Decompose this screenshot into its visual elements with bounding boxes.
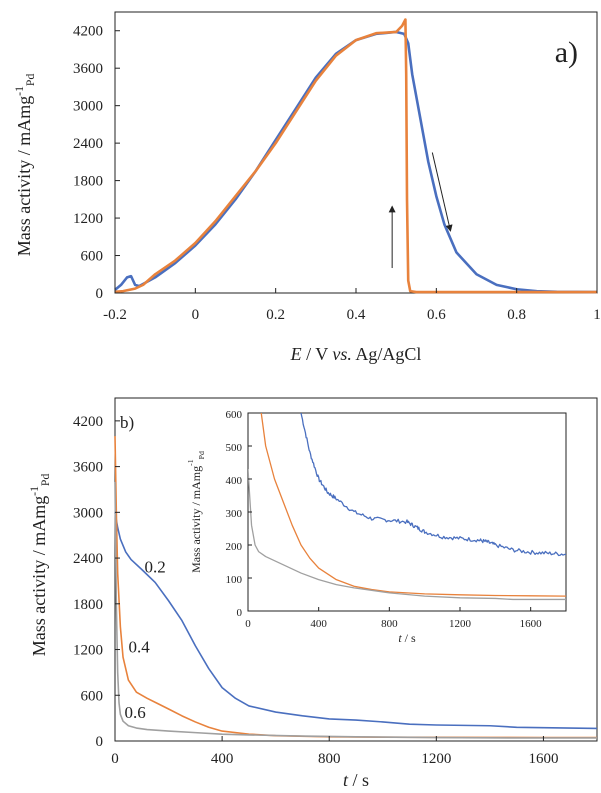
a-y-axis-title: Mass activity / mAmg-1Pd: [13, 74, 37, 257]
a-y-tick-label: 600: [81, 249, 104, 265]
a-y-tick-label: 2400: [73, 136, 103, 152]
b-y-tick-label: 3000: [73, 505, 103, 521]
b-x-tick-label: 0: [111, 751, 119, 767]
a-y-tick-label: 0: [96, 286, 104, 302]
a-x-tick-label: 0: [192, 307, 200, 323]
a-panel-label: a): [555, 36, 578, 69]
b-curve-label: 0.2: [145, 558, 166, 577]
inset-series-0.4-line: [260, 413, 566, 597]
inset-plot-frame: [247, 412, 567, 612]
b-x-tick-label: 400: [211, 751, 234, 767]
a-y-tick-label: 1800: [73, 174, 103, 190]
a-x-tick-label: 0.6: [427, 307, 446, 323]
chart-panel-a: -0.2 0 0.2 0.4 0.6 0.8 1 0 600 1200 1800 2400 3000 36…: [13, 11, 601, 364]
inset-x-tick-label: 1600: [520, 618, 543, 630]
inset-x-tick-label: 800: [381, 618, 398, 630]
a-y-tick-label: 3000: [73, 99, 103, 115]
a-y-tick-label: 1200: [73, 211, 103, 227]
a-y-tick-label: 4200: [73, 24, 103, 40]
b-curve-label: 0.4: [128, 638, 150, 657]
inset-y-tick-label: 0: [237, 607, 243, 619]
inset-x-tick-label: 400: [310, 618, 327, 630]
a-series-forward-line: [114, 30, 598, 294]
a-x-tick-label: 0.8: [507, 307, 526, 323]
b-series-0.2-line: [114, 512, 598, 730]
a-x-tick-label: 1: [593, 307, 601, 323]
b-curve-label: 0.6: [124, 703, 145, 722]
b-plot-frame: [114, 397, 598, 742]
b-panel-label: b): [120, 413, 134, 432]
inset-series-0.6-line: [248, 469, 566, 601]
b-x-axis-title: t / s: [343, 770, 369, 790]
chart-panel-b: 0 400 800 1200 16000600120018002400300036004…: [28, 397, 598, 790]
chart-panel-b-inset: 0 400 800 1200 1600 0 100 200 300 400 500 600 t / s M…: [186, 409, 567, 645]
a-x-tick-label: 0.2: [266, 307, 285, 323]
inset-y-tick-label: 500: [226, 442, 243, 454]
a-series-backward-line: [114, 18, 597, 294]
inset-y-tick-label: 300: [226, 508, 243, 520]
a-y-tick-label: 3600: [73, 61, 103, 77]
b-y-tick-label: 3600: [73, 460, 103, 476]
inset-x-axis-title: t / s: [398, 631, 416, 645]
b-y-tick-label: 600: [81, 688, 104, 704]
inset-y-tick-label: 100: [226, 574, 243, 586]
a-x-tick-label: 0.4: [347, 307, 366, 323]
a-annotation-arrow: [431, 152, 453, 232]
inset-y-tick-label: 600: [226, 409, 243, 421]
b-y-tick-label: 1200: [73, 643, 103, 659]
inset-x-tick-label: 0: [245, 618, 251, 630]
b-y-tick-label: 2400: [73, 551, 103, 567]
b-x-tick-label: 800: [318, 751, 341, 767]
a-x-axis-title: E / V vs. Ag/AgCl: [290, 344, 422, 364]
a-x-tick-label: -0.2: [103, 307, 127, 323]
b-y-tick-label: 0: [96, 734, 104, 750]
b-y-tick-label: 4200: [73, 414, 103, 430]
b-x-tick-label: 1200: [421, 751, 451, 767]
inset-y-tick-label: 200: [226, 541, 243, 553]
b-x-tick-label: 1600: [528, 751, 558, 767]
b-series-0.6-line: [114, 481, 597, 739]
b-y-axis-title: Mass activity / mAmg-1Pd: [28, 474, 52, 657]
inset-y-axis-title: Mass activity / mAmg-1Pd: [186, 451, 206, 573]
b-y-tick-label: 1800: [73, 597, 103, 613]
inset-y-tick-label: 400: [226, 475, 243, 487]
inset-series-0.2-line: [300, 413, 566, 557]
inset-x-tick-label: 1200: [449, 618, 472, 630]
